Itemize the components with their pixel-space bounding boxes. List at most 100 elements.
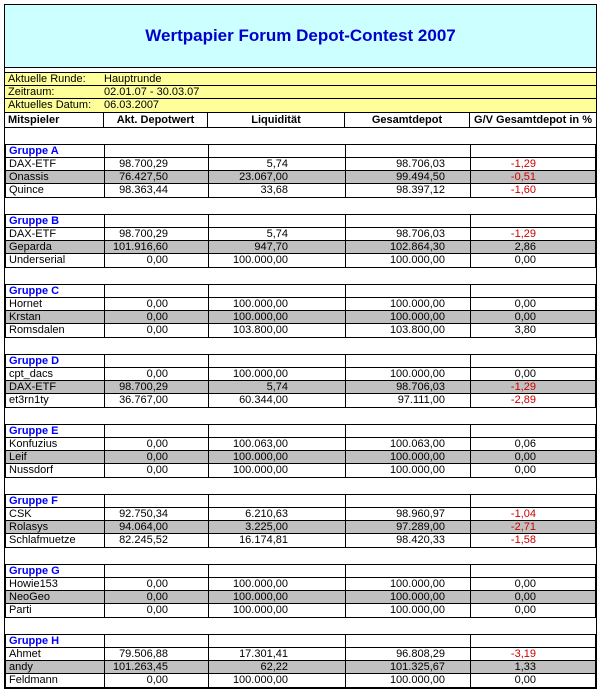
- group-name-label: Gruppe B: [6, 215, 105, 227]
- liquiditaet-cell: 6.210,63: [209, 508, 346, 520]
- depotwert-cell: 0,00: [105, 578, 209, 590]
- gv-percent-cell: 1,33: [514, 661, 536, 673]
- player-name-cell: Parti: [6, 604, 105, 617]
- empty-cell: [105, 215, 209, 227]
- table-row: Nussdorf 0,00 100.000,00 100.000,00 0,00: [6, 464, 595, 477]
- player-name-cell: Feldmann: [6, 674, 105, 687]
- liquiditaet-cell: 3.225,00: [209, 521, 346, 533]
- group-header-row: Gruppe A: [6, 145, 595, 158]
- gv-percent-cell: 0,06: [514, 438, 536, 450]
- liquiditaet-cell: 16.174,81: [209, 534, 346, 547]
- player-name-cell: et3rn1ty: [6, 394, 105, 407]
- empty-cell: [346, 425, 471, 437]
- empty-cell: [105, 565, 209, 577]
- gesamtdepot-cell: 100.000,00: [346, 298, 471, 310]
- group-block: Gruppe A DAX-ETF 98.700,29 5,74 98.706,03 -1,…: [5, 144, 596, 198]
- depotwert-cell: 94.064,00: [105, 521, 209, 533]
- info-label-zeitraum: Zeitraum:: [8, 86, 55, 98]
- depotwert-cell: 0,00: [105, 674, 209, 687]
- column-header-depotwert: Akt. Depotwert: [104, 113, 208, 127]
- gesamtdepot-cell: 100.000,00: [346, 464, 471, 477]
- spacer: [5, 478, 596, 494]
- liquiditaet-cell: 100.000,00: [209, 368, 346, 380]
- liquiditaet-cell: 5,74: [209, 381, 346, 393]
- player-name-cell: Ahmet: [6, 648, 105, 660]
- empty-cell: [346, 495, 471, 507]
- spacer: [5, 548, 596, 564]
- info-row-zeitraum: Zeitraum: 02.01.07 - 30.03.07: [5, 86, 596, 99]
- spacer: [5, 198, 596, 214]
- gv-percent-cell: 0,00: [514, 254, 536, 266]
- depotwert-cell: 98.700,29: [105, 381, 209, 393]
- gv-percent-cell: -1,29: [510, 381, 536, 393]
- empty-cell: [209, 565, 346, 577]
- gesamtdepot-cell: 100.000,00: [346, 451, 471, 463]
- empty-cell: [346, 145, 471, 157]
- gesamtdepot-cell: 100.063,00: [346, 438, 471, 450]
- group-name-label: Gruppe C: [6, 285, 105, 297]
- empty-cell: [105, 355, 209, 367]
- liquiditaet-cell: 100.000,00: [209, 298, 346, 310]
- player-name-cell: Krstan: [6, 311, 105, 323]
- empty-cell: [471, 285, 595, 297]
- group-name-label: Gruppe D: [6, 355, 105, 367]
- column-header-row: Mitspieler Akt. Depotwert Liquidität Ges…: [5, 113, 596, 128]
- player-name-cell: Leif: [6, 451, 105, 463]
- gv-percent-cell: 0,00: [514, 578, 536, 590]
- player-name-cell: CSK: [6, 508, 105, 520]
- group-header-row: Gruppe D: [6, 355, 595, 368]
- gv-percent-cell: 0,00: [514, 674, 536, 686]
- info-value-zeitraum: 02.01.07 - 30.03.07: [104, 86, 200, 98]
- gesamtdepot-cell: 98.960,97: [346, 508, 471, 520]
- table-row: andy 101.263,45 62,22 101.325,67 1,33: [6, 661, 595, 674]
- player-name-cell: Hornet: [6, 298, 105, 310]
- empty-cell: [346, 635, 471, 647]
- liquiditaet-cell: 33,68: [209, 184, 346, 197]
- empty-cell: [471, 355, 595, 367]
- table-row: Quince 98.363,44 33,68 98.397,12 -1,60: [6, 184, 595, 197]
- gv-percent-cell: 2,86: [514, 241, 536, 253]
- empty-cell: [209, 215, 346, 227]
- gesamtdepot-cell: 98.706,03: [346, 158, 471, 170]
- gv-percent-cell: 0,00: [514, 591, 536, 603]
- table-row: Rolasys 94.064,00 3.225,00 97.289,00 -2,71: [6, 521, 595, 534]
- spacer: [5, 68, 596, 72]
- depotwert-cell: 0,00: [105, 324, 209, 337]
- empty-cell: [471, 565, 595, 577]
- report-sheet: Wertpapier Forum Depot-Contest 2007 Aktu…: [4, 4, 597, 689]
- group-header-row: Gruppe H: [6, 635, 595, 648]
- player-name-cell: Geparda: [6, 241, 105, 253]
- empty-cell: [346, 565, 471, 577]
- empty-cell: [346, 355, 471, 367]
- empty-cell: [471, 495, 595, 507]
- depotwert-cell: 36.767,00: [105, 394, 209, 407]
- player-name-cell: DAX-ETF: [6, 158, 105, 170]
- depotwert-cell: 79.506,88: [105, 648, 209, 660]
- gv-percent-cell: 0,00: [514, 311, 536, 323]
- gv-percent-cell: 0,00: [514, 451, 536, 463]
- spacer: [5, 618, 596, 634]
- liquiditaet-cell: 103.800,00: [209, 324, 346, 337]
- empty-cell: [471, 425, 595, 437]
- info-row-datum: Aktuelles Datum: 06.03.2007: [5, 99, 596, 112]
- liquiditaet-cell: 100.063,00: [209, 438, 346, 450]
- gesamtdepot-cell: 100.000,00: [346, 254, 471, 267]
- table-row: Onassis 76.427,50 23.067,00 99.494,50 -0,51: [6, 171, 595, 184]
- depotwert-cell: 101.263,45: [105, 661, 209, 673]
- gesamtdepot-cell: 98.420,33: [346, 534, 471, 547]
- group-header-row: Gruppe B: [6, 215, 595, 228]
- depotwert-cell: 76.427,50: [105, 171, 209, 183]
- gesamtdepot-cell: 96.808,29: [346, 648, 471, 660]
- gesamtdepot-cell: 98.397,12: [346, 184, 471, 197]
- liquiditaet-cell: 100.000,00: [209, 591, 346, 603]
- empty-cell: [346, 285, 471, 297]
- depotwert-cell: 98.363,44: [105, 184, 209, 197]
- empty-cell: [346, 215, 471, 227]
- table-row: Underserial 0,00 100.000,00 100.000,00 0,00: [6, 254, 595, 267]
- table-row: DAX-ETF 98.700,29 5,74 98.706,03 -1,29: [6, 228, 595, 241]
- gv-percent-cell: 0,00: [514, 464, 536, 476]
- player-name-cell: cpt_dacs: [6, 368, 105, 380]
- liquiditaet-cell: 23.067,00: [209, 171, 346, 183]
- group-name-label: Gruppe E: [6, 425, 105, 437]
